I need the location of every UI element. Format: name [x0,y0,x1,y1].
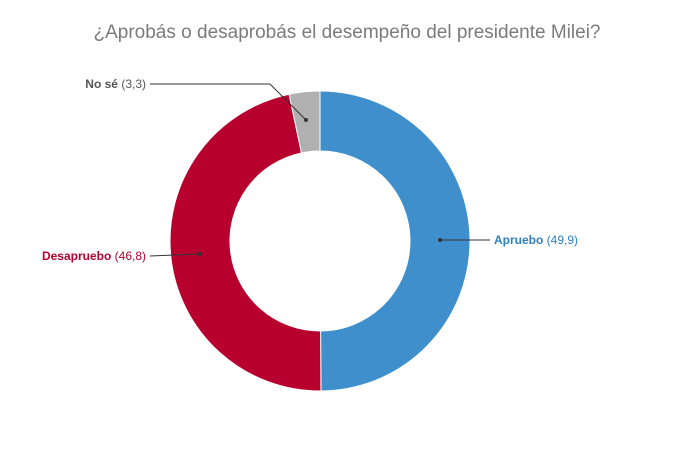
data-label-desapruebo: Desapruebo (46,8) [42,249,146,263]
data-label-value: (46,8) [111,249,146,263]
leader-line-desapruebo [149,253,201,257]
data-label-name: No sé [85,77,118,91]
chart-title: ¿Aprobás o desaprobás el desempeño del p… [93,22,601,43]
data-label-apruebo: Apruebo (49,9) [494,233,578,247]
slice-desapruebo [169,93,322,392]
leader-line-no-se [150,83,307,121]
leader-dot-no-se [304,118,308,122]
data-label-no-se: No sé (3,3) [85,77,146,91]
leader-dot-desapruebo [198,252,202,256]
donut-labels: Apruebo (49,9) Desapruebo (46,8) No sé (3,… [42,77,578,263]
slice-apruebo [319,90,471,392]
leader-dot-apruebo [438,238,442,242]
data-label-name: Desapruebo [42,249,111,263]
data-label-name: Apruebo [494,233,543,247]
data-label-value: (3,3) [118,77,146,91]
data-label-value: (49,9) [543,233,578,247]
slice-no-se [288,90,321,154]
donut-slices [169,90,471,392]
